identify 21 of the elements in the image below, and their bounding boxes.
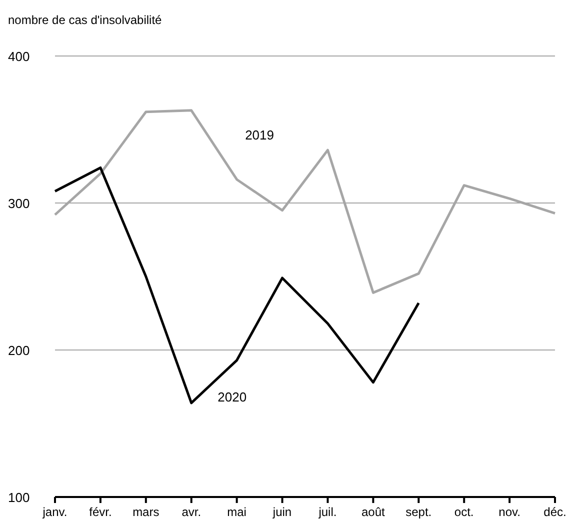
y-axis-title: nombre de cas d'insolvabilité (8, 13, 162, 27)
x-tick-label: mai (227, 505, 246, 519)
x-tick-label: juil. (318, 505, 337, 519)
series-label: 2020 (218, 390, 247, 405)
line-series (54, 166, 420, 404)
line-series (54, 109, 556, 294)
x-tick-label: août (362, 505, 386, 519)
x-tick-label: sept. (406, 505, 432, 519)
x-tick-label: oct. (454, 505, 474, 519)
y-tick-label: 300 (8, 196, 30, 211)
x-tick-label: déc. (544, 505, 566, 519)
x-tick-label: mars (132, 505, 160, 519)
y-tick-label: 200 (8, 343, 30, 358)
y-tick-label: 400 (8, 49, 30, 64)
text: 2019 (245, 127, 274, 142)
y-tick-label: 100 (8, 490, 30, 505)
x-tick-label: janv. (42, 505, 68, 519)
x-tick-label: juin (272, 505, 292, 519)
x-tick-label: févr. (89, 505, 112, 519)
x-tick-label: nov. (498, 505, 520, 519)
x-tick-label: avr. (182, 505, 202, 519)
